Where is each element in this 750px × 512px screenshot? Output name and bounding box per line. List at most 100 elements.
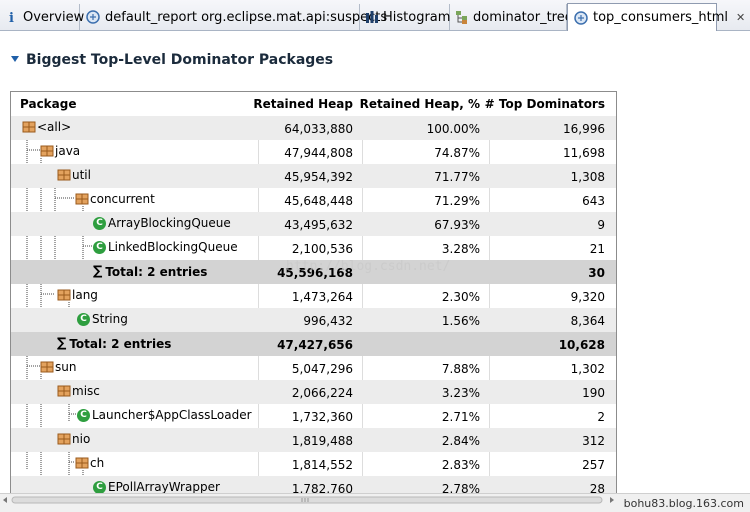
top-dominators-value: 16,996 [563, 122, 605, 136]
package-name: ch [90, 456, 105, 470]
table-row[interactable]: <all> 64,033,880 100.00% 16,996 [11, 116, 616, 140]
table-row[interactable]: sun 5,047,296 7.88% 1,302 [11, 356, 616, 380]
column-header-top-dominators[interactable]: # Top Dominators [484, 97, 605, 111]
package-name: java [55, 144, 81, 158]
top-dominators-value: 2 [597, 410, 605, 424]
top-dominators-value: 30 [588, 266, 605, 280]
table-row[interactable]: nio 1,819,488 2.84% 312 [11, 428, 616, 452]
site-signature: bohu83.blog.163.com [623, 497, 744, 510]
package-name: lang [72, 288, 98, 302]
top-dominators-value: 9,320 [570, 290, 605, 304]
top-dominators-value: 257 [582, 458, 605, 472]
retained-heap-value: 996,432 [303, 314, 353, 328]
table-row[interactable]: util 45,954,392 71.77% 1,308 [11, 164, 616, 188]
horizontal-scrollbar[interactable] [0, 494, 617, 504]
top-dominators-value: 28 [589, 482, 605, 496]
column-header-retained-heap-percent[interactable]: Retained Heap, % [359, 97, 480, 111]
retained-heap-value: 47,944,808 [284, 146, 353, 160]
tab-label: Overview [23, 9, 85, 25]
table-header: Package Retained Heap Retained Heap, % #… [11, 92, 616, 116]
table-row[interactable]: lang 1,473,264 2.30% 9,320 [11, 284, 616, 308]
tab-label: Histogram [383, 9, 451, 25]
close-icon[interactable]: ✕ [736, 11, 746, 24]
tab-dominator-tree[interactable]: dominator_tree [450, 4, 573, 30]
top-dominators-value: 643 [582, 194, 605, 208]
class-icon: C [77, 312, 90, 326]
top-dominators-value: 312 [582, 434, 605, 448]
class-name: EPollArrayWrapper [108, 480, 220, 494]
retained-heap-value: 1,473,264 [291, 290, 353, 304]
table-row[interactable]: C Launcher$AppClassLoader 1,732,360 2.71%… [11, 404, 616, 428]
package-icon [57, 384, 71, 398]
package-name: sun [55, 360, 77, 374]
table-row[interactable]: misc 2,066,224 3.23% 190 [11, 380, 616, 404]
class-icon: C [93, 216, 106, 230]
class-icon: C [93, 480, 106, 494]
retained-heap-value: 2,066,224 [291, 386, 353, 400]
retained-heap-percent-value: 71.29% [434, 194, 480, 208]
top-dominators-value: 1,308 [570, 170, 605, 184]
retained-heap-percent-value: 2.83% [441, 458, 480, 472]
dominator-tree-icon [455, 9, 469, 25]
retained-heap-value: 47,427,656 [277, 338, 353, 352]
class-name: ArrayBlockingQueue [108, 216, 231, 230]
class-name: Launcher$AppClassLoader [92, 408, 252, 422]
table-row[interactable]: ch 1,814,552 2.83% 257 [11, 452, 616, 476]
retained-heap-value: 1,819,488 [291, 434, 353, 448]
top-dominators-value: 21 [589, 242, 605, 256]
section-title: Biggest Top-Level Dominator Packages [26, 52, 334, 68]
retained-heap-percent-value: 100.00% [426, 122, 480, 136]
retained-heap-value: 43,495,632 [284, 218, 353, 232]
retained-heap-value: 45,596,168 [277, 266, 353, 280]
retained-heap-percent-value: 2.78% [441, 482, 480, 496]
package-icon [57, 168, 71, 182]
info-icon: i [5, 9, 19, 25]
retained-heap-value: 1,732,360 [291, 410, 353, 424]
retained-heap-percent-value: 2.71% [441, 410, 480, 424]
top-dominators-value: 11,698 [563, 146, 605, 160]
svg-text:i: i [9, 11, 14, 24]
column-header-package[interactable]: Package [20, 97, 77, 111]
class-icon: C [77, 408, 90, 422]
tab-overview[interactable]: i Overview [0, 4, 84, 30]
retained-heap-value: 2,100,536 [291, 242, 353, 256]
column-header-retained-heap[interactable]: Retained Heap [253, 97, 353, 111]
package-icon [22, 120, 36, 134]
retained-heap-percent-value: 1.56% [441, 314, 480, 328]
table-row-total[interactable]: ∑ Total: 2 entries 45,596,168 30 [11, 260, 616, 284]
retained-heap-percent-value: 71.77% [434, 170, 480, 184]
sum-icon: ∑ [93, 264, 103, 279]
retained-heap-percent-value: 3.23% [441, 386, 480, 400]
package-icon [75, 456, 89, 470]
tab-label: top_consumers_html [593, 10, 729, 25]
tab-default-report[interactable]: default_report org.eclipse.mat.api:suspe… [80, 4, 387, 30]
retained-heap-value: 64,033,880 [284, 122, 353, 136]
package-name: concurrent [90, 192, 155, 206]
packages-table: Package Retained Heap Retained Heap, % #… [10, 91, 617, 501]
section-header[interactable]: Biggest Top-Level Dominator Packages [10, 50, 333, 70]
collapse-triangle-icon[interactable] [10, 53, 20, 67]
table-row[interactable]: java 47,944,808 74.87% 11,698 [11, 140, 616, 164]
top-dominators-value: 9 [597, 218, 605, 232]
retained-heap-value: 5,047,296 [291, 362, 353, 376]
table-row[interactable]: C LinkedBlockingQueue 2,100,536 3.28% 21 [11, 236, 616, 260]
table-row[interactable]: C String 996,432 1.56% 8,364 [11, 308, 616, 332]
report-icon [85, 9, 101, 25]
top-dominators-value: 8,364 [570, 314, 605, 328]
table-row-total[interactable]: ∑ Total: 2 entries 47,427,656 10,628 [11, 332, 616, 356]
package-icon [40, 360, 54, 374]
editor-tab-bar: i Overview default_report org.eclipse.ma… [0, 0, 750, 31]
package-name: misc [72, 384, 100, 398]
package-name: util [72, 168, 91, 182]
tab-histogram[interactable]: Histogram [360, 4, 450, 30]
package-icon [57, 288, 71, 302]
class-icon: C [93, 240, 106, 254]
retained-heap-value: 45,648,448 [284, 194, 353, 208]
package-icon [75, 192, 89, 206]
table-row[interactable]: concurrent 45,648,448 71.29% 643 [11, 188, 616, 212]
table-row[interactable]: C ArrayBlockingQueue 43,495,632 67.93% 9 [11, 212, 616, 236]
histogram-icon [365, 9, 379, 25]
tab-top-consumers[interactable]: top_consumers_html ✕ [567, 3, 745, 31]
retained-heap-percent-value: 7.88% [441, 362, 480, 376]
tab-label: dominator_tree [473, 9, 573, 25]
